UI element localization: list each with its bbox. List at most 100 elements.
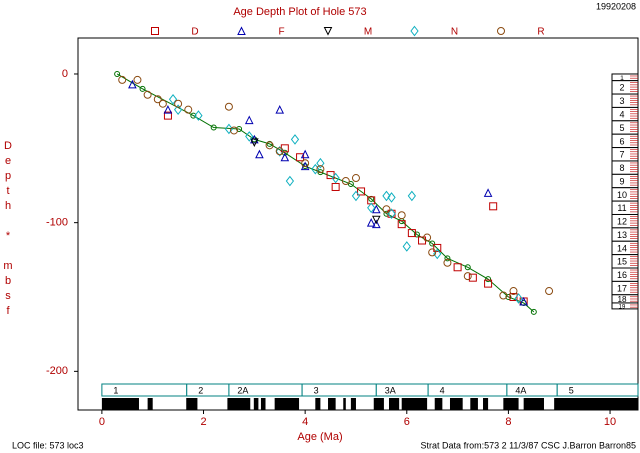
polarity-normal <box>260 398 266 410</box>
marker-triangle <box>275 105 285 114</box>
footer-left: LOC file: 573 loc3 <box>12 440 84 450</box>
marker-circle <box>463 272 472 281</box>
core-label: 9 <box>619 176 624 186</box>
marker-triangle <box>255 149 264 159</box>
legend-symbol <box>497 27 505 35</box>
loc-point <box>464 264 471 271</box>
polarity-normal <box>315 398 321 410</box>
marker-circle <box>443 258 452 267</box>
marker-triangle <box>128 79 137 89</box>
marker-diamond <box>331 172 340 184</box>
marker-triangle <box>250 134 259 144</box>
legend-label: M <box>364 27 372 38</box>
loc-point <box>429 240 436 247</box>
marker-triangle <box>244 115 254 125</box>
marker-square <box>433 243 442 252</box>
polarity-normal <box>401 398 428 410</box>
core-label: 17 <box>617 283 627 293</box>
core-label: 3 <box>619 96 624 106</box>
marker-circle <box>224 102 233 111</box>
polarity-normal <box>434 398 443 410</box>
core-label: 12 <box>617 217 627 227</box>
marker-square <box>331 182 340 191</box>
marker-circle <box>174 99 183 108</box>
marker-square <box>468 273 477 282</box>
marker-circle <box>118 75 127 84</box>
marker-triangle <box>483 188 493 197</box>
core-label: 18 <box>617 295 627 304</box>
loc-point <box>210 124 217 131</box>
marker-circle <box>158 99 167 108</box>
legend-label: R <box>537 27 544 38</box>
legend-symbol <box>237 26 246 35</box>
marker-circle <box>265 141 274 150</box>
marker-triangle <box>519 296 528 306</box>
marker-diamond <box>387 192 396 203</box>
polarity-normal <box>253 398 259 410</box>
core-label: 8 <box>619 163 624 173</box>
marker-square <box>296 153 305 162</box>
core-label: 11 <box>617 203 626 213</box>
marker-square <box>453 263 462 272</box>
core-box <box>611 302 639 310</box>
polarity-normal <box>186 398 198 410</box>
marker-circle <box>316 165 325 174</box>
x-tick-label: 0 <box>99 416 105 428</box>
marker-triangle <box>371 219 381 229</box>
marker-circle <box>428 248 437 257</box>
core-label: 5 <box>619 123 624 133</box>
core-label: 4 <box>619 109 624 119</box>
marker-triangle <box>366 218 376 227</box>
marker-square <box>484 279 493 288</box>
core-label: 13 <box>617 230 627 240</box>
polarity-normal <box>449 398 463 410</box>
marker-square <box>357 187 366 196</box>
polarity-normal <box>101 398 139 410</box>
loc-point <box>383 210 390 217</box>
chron-label: 2 <box>198 385 203 395</box>
marker-circle <box>230 126 239 135</box>
x-tick-label: 4 <box>302 416 308 428</box>
marker-circle <box>275 147 284 156</box>
marker-diamond <box>290 134 300 145</box>
loc-point <box>530 308 537 315</box>
legend-symbol <box>410 25 419 37</box>
marker-circle <box>301 159 310 168</box>
marker-circle <box>133 75 142 84</box>
polarity-normal <box>388 398 400 410</box>
marker-triangle <box>300 149 310 159</box>
marker-square <box>509 293 518 302</box>
x-tick-label: 2 <box>200 416 206 428</box>
loc-point <box>236 125 243 132</box>
core-label: 1 <box>620 75 624 82</box>
chron-label: 4A <box>515 385 526 395</box>
marker-triangle <box>280 152 290 162</box>
chron-label: 5 <box>569 385 574 395</box>
marker-circle <box>423 233 432 242</box>
marker-diamond <box>275 145 284 157</box>
core-label: 19 <box>619 305 626 311</box>
chron-label: 1 <box>113 385 118 395</box>
polarity-normal <box>554 398 638 410</box>
core-label: 7 <box>619 150 624 160</box>
y-tick-label: -100 <box>46 217 68 229</box>
marker-down-triangle <box>250 138 259 147</box>
marker-diamond <box>387 208 396 220</box>
marker-diamond <box>173 104 183 115</box>
marker-square <box>407 229 416 238</box>
core-label: 6 <box>619 136 624 146</box>
polarity-normal <box>350 398 356 410</box>
legend-label: F <box>278 27 284 38</box>
x-axis-label: Age (Ma) <box>297 431 342 443</box>
marker-diamond <box>433 248 442 260</box>
marker-down-triangle <box>371 215 381 225</box>
marker-circle <box>509 287 518 296</box>
marker-diamond <box>285 175 295 187</box>
polarity-normal <box>470 398 478 410</box>
marker-diamond <box>407 190 416 202</box>
marker-diamond <box>245 131 254 142</box>
polarity-normal <box>523 398 544 410</box>
chron-label: 4 <box>440 385 445 395</box>
